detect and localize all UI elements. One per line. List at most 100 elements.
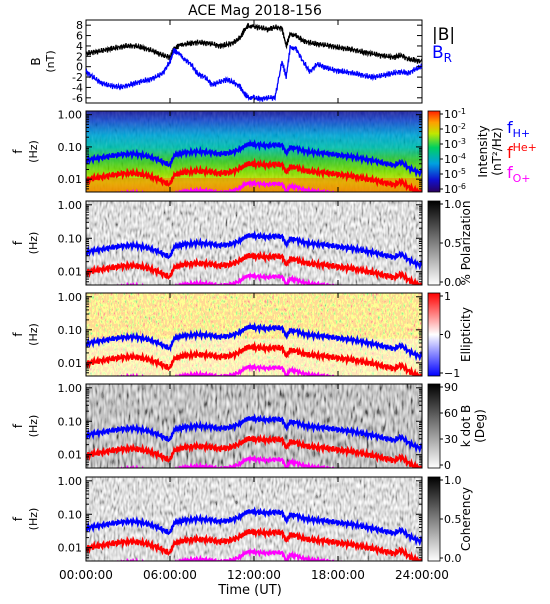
y-axis-unit: (Hz): [27, 232, 40, 255]
y-axis-unit: (Hz): [27, 140, 40, 163]
colorbar-unit: (nT²/Hz): [490, 127, 504, 175]
y-tick-label: -2: [72, 71, 83, 84]
line-f-o-plus: [112, 454, 358, 468]
y-axis-label: B: [29, 57, 43, 65]
colorbar-tick-label: 0: [444, 329, 451, 342]
colorbar-tick-label: 10-2: [444, 122, 466, 136]
line-f-h-plus: [86, 506, 422, 547]
y-axis-label: f: [11, 423, 25, 428]
legend-b-magnitude: |B|: [432, 25, 455, 45]
panel-polarization: 1.00 0.10 0.01 f (Hz) 1.0 0.5 0.0% Polarization: [11, 198, 473, 289]
line-f-h-plus: [86, 138, 422, 178]
colorbar-tick-label: 0.5: [444, 513, 462, 526]
colorbar-label: Coherency: [459, 487, 473, 551]
colorbar-label: % Polarization: [459, 201, 473, 286]
x-tick-label: 18:00:00: [311, 568, 365, 582]
y-axis-unit: (nT): [44, 50, 57, 72]
x-axis-tick-labels: 00:00:00 06:00:00 12:00:00 18:00:00 24:00:00: [59, 568, 449, 582]
line-f-he-plus: [86, 340, 422, 376]
line-f-he-plus: [86, 157, 422, 192]
colorbar: [427, 476, 441, 562]
y-tick-label: 0.01: [58, 542, 83, 555]
colorbar-tick-label: 90: [444, 381, 458, 394]
y-tick-label: -6: [72, 92, 83, 105]
panel-ellipticity: 1.00 0.10 0.01 f (Hz) 1 0 −1 Ellipticity: [11, 290, 473, 380]
line-f-h-plus: [86, 321, 422, 362]
line-f-he-plus: [86, 433, 422, 468]
colorbar: [427, 383, 441, 469]
y-axis-label: f: [11, 240, 25, 245]
series-b-radial: [85, 45, 423, 103]
x-tick-label: 24:00:00: [395, 568, 449, 582]
colorbar-tick-label: −1: [444, 367, 460, 380]
colorbar-tick-label: 0.0: [444, 552, 462, 565]
y-tick-label: 1.00: [58, 382, 83, 395]
y-tick-label: 0.01: [58, 357, 83, 370]
y-axis-label: f: [11, 332, 25, 337]
y-tick-label: 0.10: [58, 324, 83, 337]
colorbar-tick-label: 60: [444, 407, 458, 420]
y-axis-unit: (Hz): [27, 508, 40, 531]
y-tick-label: 0.10: [58, 508, 83, 521]
legend-gyrofrequency: fH+: [507, 118, 530, 140]
y-tick-label: 0.01: [58, 449, 83, 462]
line-f-h-plus: [86, 413, 422, 454]
line-f-he-plus: [86, 526, 422, 561]
x-axis-label: Time (UT): [217, 583, 282, 598]
spectrogram-image: [86, 201, 422, 285]
y-tick-label: 0.10: [58, 415, 83, 428]
y-tick-label: 6: [76, 30, 83, 43]
colorbar-tick-label: 0: [444, 459, 451, 472]
colorbar-label: Intensity: [476, 125, 490, 177]
colorbar-tick-label: 10-1: [444, 107, 466, 121]
spectrogram-image: [86, 477, 422, 561]
colorbar-tick-label: 0.5: [444, 237, 462, 250]
y-tick-label: 1.00: [58, 199, 83, 212]
colorbar-tick-label: 0.0: [444, 276, 462, 289]
line-f-o-plus: [112, 271, 358, 285]
colorbar-tick-label: 10-3: [444, 137, 466, 151]
colorbar: [427, 200, 441, 286]
colorbar: [427, 110, 441, 193]
spectrogram-image: [86, 293, 422, 376]
colorbar-tick-label: 1.0: [444, 198, 462, 211]
y-tick-label: 2: [76, 50, 83, 63]
legend-gyrofrequency: fO+: [507, 163, 531, 185]
legend-b-radial: BR: [432, 43, 452, 65]
panel-k-dot-b: 1.00 0.10 0.01 f (Hz) 90 60 30 0 k dot B (Deg): [11, 381, 487, 472]
colorbar-tick-label: 10-6: [444, 182, 466, 196]
x-tick-label: 06:00:00: [143, 568, 197, 582]
line-f-he-plus: [86, 250, 422, 285]
colorbar-unit: (Deg): [473, 409, 487, 443]
series-b-magnitude: [85, 22, 423, 64]
figure-title: ACE Mag 2018-156: [188, 3, 322, 19]
y-axis-unit: (Hz): [27, 415, 40, 438]
line-f-o-plus: [113, 179, 358, 192]
y-tick-label: 1.00: [58, 291, 83, 304]
y-tick-label: 4: [76, 40, 83, 53]
line-f-o-plus: [112, 547, 358, 561]
colorbar-tick-label: 1: [444, 290, 451, 303]
colorbar: [427, 292, 441, 377]
y-tick-label: 0: [76, 61, 83, 74]
spectrogram-image: [86, 111, 422, 192]
x-tick-label: 12:00:00: [227, 568, 281, 582]
y-tick-label: 0.10: [58, 232, 83, 245]
colorbar-tick-label: 1.0: [444, 474, 462, 487]
x-tick-label: 00:00:00: [59, 568, 113, 582]
y-tick-label: 0.10: [58, 141, 83, 154]
y-tick-label: 0.01: [58, 173, 83, 186]
y-axis-label: f: [11, 516, 25, 521]
colorbar-label: Ellipticity: [459, 307, 473, 362]
line-f-o-plus: [112, 362, 358, 376]
colorbar-label: k dot B: [459, 405, 473, 447]
y-tick-label: 8: [76, 19, 83, 32]
colorbar-tick-label: 30: [444, 433, 458, 446]
y-tick-label: -4: [72, 81, 83, 94]
colorbar-tick-label: 10-5: [444, 167, 466, 181]
